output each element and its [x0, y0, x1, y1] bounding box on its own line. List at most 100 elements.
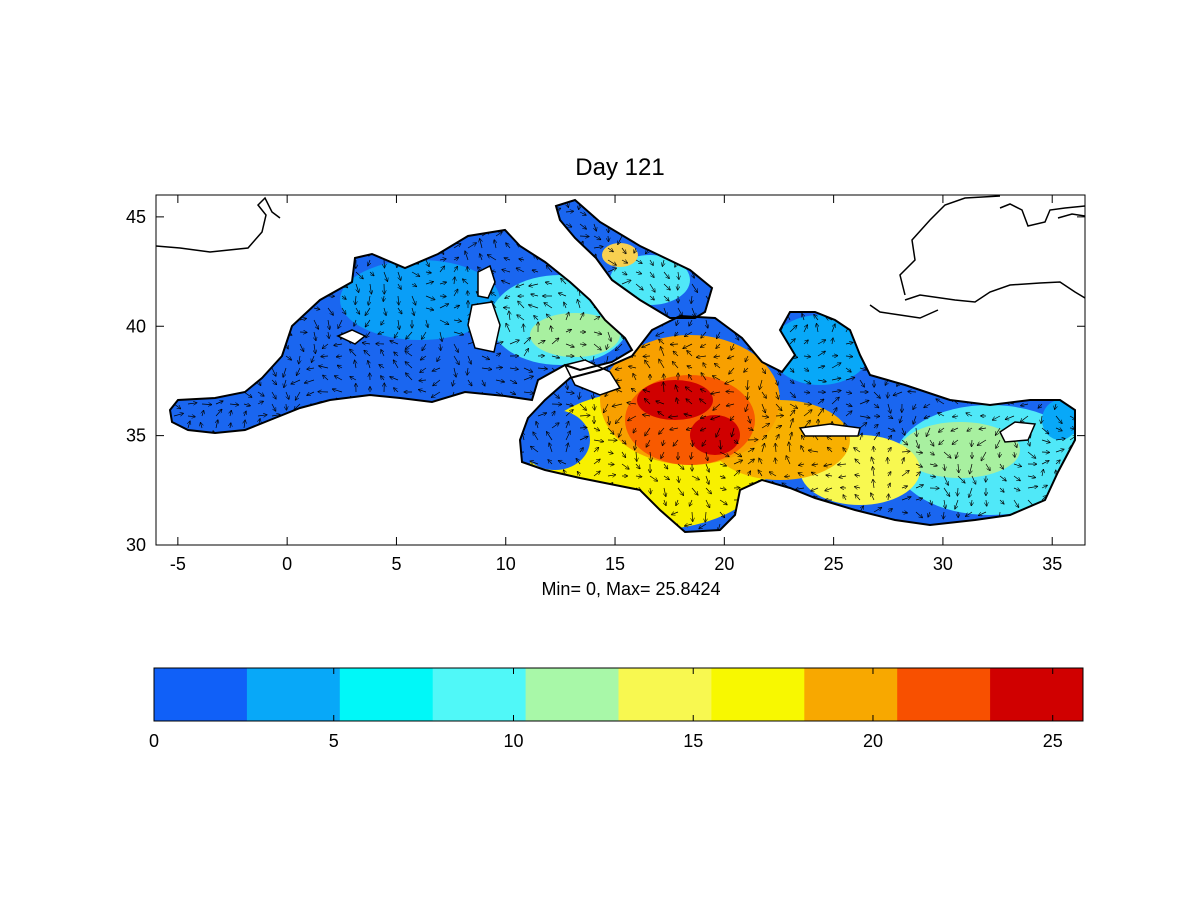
- velocity-arrow: [677, 487, 683, 495]
- velocity-arrow: [285, 355, 291, 360]
- velocity-arrow: [426, 319, 428, 327]
- velocity-arrow: [661, 347, 665, 357]
- velocity-arrow: [845, 367, 851, 372]
- velocity-arrow: [506, 243, 511, 249]
- velocity-arrow: [523, 376, 533, 381]
- velocity-arrow: [691, 451, 692, 459]
- velocity-arrow: [855, 495, 861, 501]
- velocity-arrow: [369, 272, 374, 276]
- velocity-arrow: [663, 475, 669, 480]
- velocity-arrow: [1021, 415, 1029, 422]
- velocity-arrow: [621, 439, 626, 444]
- velocity-arrow: [607, 452, 613, 454]
- velocity-arrow: [985, 463, 990, 470]
- velocity-arrow: [726, 392, 735, 393]
- velocity-arrow: [604, 403, 609, 413]
- velocity-arrow: [502, 281, 511, 285]
- velocity-arrow: [705, 511, 706, 522]
- velocity-arrow: [663, 439, 665, 445]
- velocity-arrow: [902, 427, 905, 435]
- velocity-arrow: [412, 307, 414, 315]
- velocity-arrow: [691, 283, 697, 292]
- velocity-arrow: [663, 271, 669, 278]
- velocity-arrow: [929, 464, 937, 466]
- velocity-arrow: [669, 416, 679, 417]
- velocity-arrow: [495, 353, 500, 356]
- velocity-arrow: [632, 389, 637, 392]
- velocity-arrow: [294, 403, 301, 410]
- velocity-arrow: [215, 401, 223, 404]
- velocity-arrow: [504, 258, 511, 260]
- velocity-arrow: [888, 483, 890, 489]
- velocity-arrow: [643, 415, 651, 416]
- velocity-arrow: [733, 440, 738, 443]
- velocity-arrow: [979, 428, 987, 429]
- velocity-arrow: [355, 295, 356, 304]
- velocity-arrow: [230, 411, 231, 417]
- velocity-arrow: [356, 283, 359, 292]
- velocity-arrow: [825, 488, 833, 491]
- velocity-arrow: [966, 413, 973, 416]
- velocity-arrow: [394, 388, 399, 393]
- velocity-arrow: [366, 331, 371, 338]
- velocity-arrow: [314, 343, 315, 353]
- velocity-arrow: [809, 450, 819, 452]
- velocity-arrow: [453, 331, 463, 335]
- velocity-arrow: [888, 458, 889, 465]
- velocity-arrow: [706, 451, 708, 461]
- velocity-arrow: [433, 379, 441, 386]
- velocity-arrow: [593, 459, 600, 465]
- y-tick-label: 45: [126, 207, 146, 227]
- velocity-arrow: [1055, 403, 1056, 409]
- velocity-arrow: [691, 475, 699, 480]
- velocity-arrow: [421, 355, 427, 360]
- velocity-arrow: [747, 428, 753, 430]
- velocity-arrow: [439, 296, 446, 297]
- velocity-arrow: [607, 464, 614, 465]
- velocity-arrow: [831, 397, 839, 405]
- velocity-arrow: [519, 259, 525, 260]
- velocity-arrow: [495, 342, 503, 344]
- velocity-arrow: [747, 459, 754, 465]
- velocity-arrow: [802, 436, 804, 441]
- velocity-arrow: [307, 391, 315, 395]
- velocity-arrow: [578, 472, 581, 477]
- velocity-arrow: [908, 392, 917, 393]
- velocity-arrow: [775, 403, 782, 410]
- velocity-arrow: [635, 283, 643, 290]
- velocity-arrow: [297, 367, 301, 375]
- velocity-arrow: [902, 458, 904, 465]
- velocity-arrow: [548, 460, 553, 465]
- velocity-arrow: [839, 476, 847, 477]
- island-cyprus: [999, 421, 1037, 443]
- velocity-arrow: [437, 355, 440, 361]
- velocity-arrow: [761, 436, 767, 441]
- velocity-arrow: [621, 280, 631, 285]
- y-tick-label: 30: [126, 535, 146, 555]
- velocity-arrow: [328, 331, 329, 338]
- velocity-arrow: [1027, 486, 1038, 488]
- velocity-arrow: [689, 375, 692, 381]
- velocity-arrow: [635, 259, 642, 263]
- velocity-arrow: [843, 495, 846, 501]
- velocity-arrow: [341, 307, 346, 314]
- velocity-arrow: [463, 279, 469, 285]
- velocity-arrow: [425, 282, 433, 284]
- velocity-arrow: [551, 338, 559, 345]
- velocity-arrow: [383, 271, 388, 281]
- basin-outline: [168, 228, 634, 435]
- velocity-arrow: [565, 404, 573, 406]
- velocity-arrow: [453, 257, 458, 260]
- velocity-arrow: [633, 374, 636, 381]
- velocity-arrow: [672, 512, 679, 515]
- velocity-arrow: [705, 499, 710, 508]
- velocity-arrow: [523, 324, 524, 333]
- velocity-arrow: [915, 511, 922, 518]
- velocity-arrow: [565, 343, 574, 347]
- velocity-arrow: [952, 439, 959, 444]
- velocity-arrow: [1021, 404, 1029, 406]
- velocity-arrow: [871, 493, 875, 501]
- velocity-arrow: [701, 389, 707, 392]
- velocity-arrow: [845, 392, 852, 393]
